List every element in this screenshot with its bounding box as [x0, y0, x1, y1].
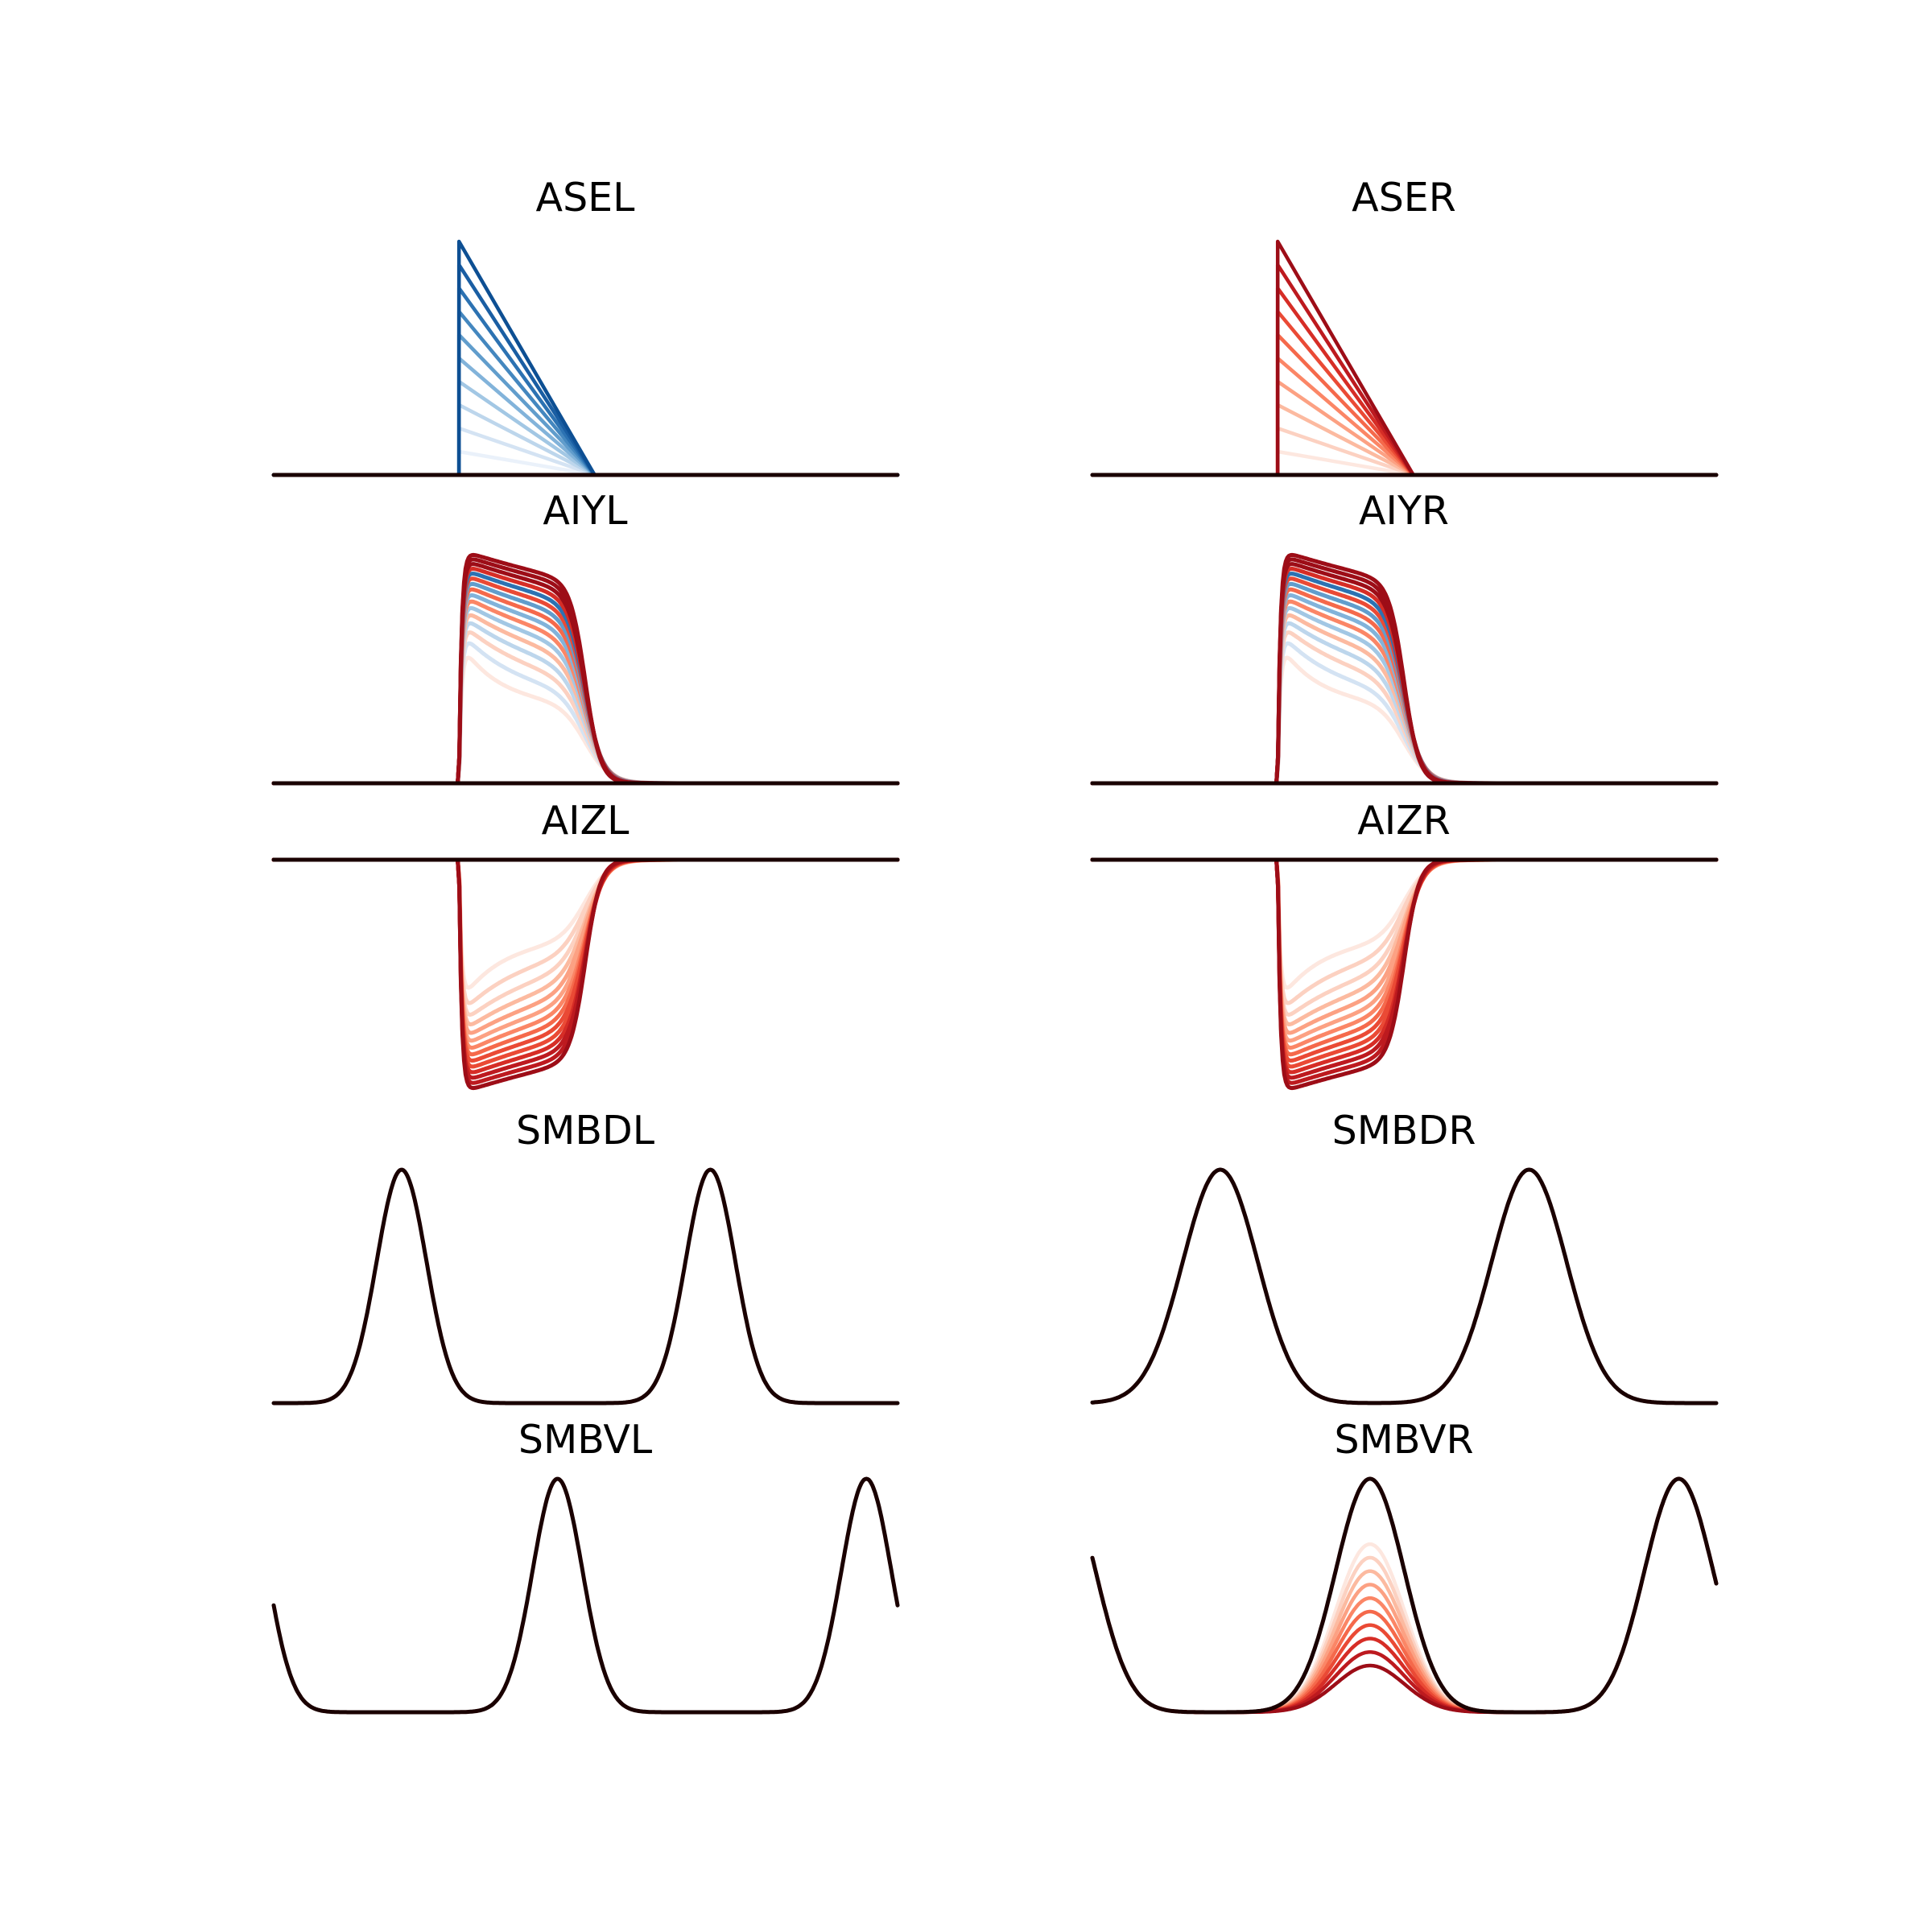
- panel-title-asel: ASEL: [536, 175, 636, 221]
- panel-aiyr: AIYR: [1090, 488, 1719, 786]
- traces-aiyr: [1090, 552, 1719, 786]
- trace-line: [1090, 1167, 1719, 1406]
- panel-title-aizl: AIZL: [542, 798, 630, 844]
- traces-aiyl: [271, 552, 900, 786]
- panel-smbvr: SMBVR: [1090, 1417, 1719, 1715]
- panel-smbdr: SMBDR: [1090, 1108, 1719, 1406]
- panel-aiyl: AIYL: [271, 488, 900, 786]
- trace-line: [1090, 1476, 1719, 1715]
- traces-smbdr: [1090, 1167, 1719, 1406]
- traces-smbvr: [1090, 1476, 1719, 1715]
- traces-aser: [1090, 239, 1719, 477]
- traces-asel: [271, 239, 900, 477]
- traces-aizl: [271, 857, 900, 1091]
- panel-title-smbdl: SMBDL: [516, 1108, 655, 1154]
- panel-aizr: AIZR: [1090, 798, 1719, 1091]
- panel-title-aiyr: AIYR: [1359, 488, 1449, 534]
- panel-title-aizr: AIZR: [1357, 798, 1451, 844]
- panel-aizl: AIZL: [271, 798, 900, 1091]
- panel-title-smbvr: SMBVR: [1334, 1417, 1473, 1463]
- panel-title-aiyl: AIYL: [543, 488, 628, 534]
- panel-title-smbvl: SMBVL: [518, 1417, 653, 1463]
- panel-asel: ASEL: [271, 175, 900, 477]
- trace-line: [271, 1167, 900, 1406]
- panel-smbvl: SMBVL: [271, 1417, 900, 1715]
- traces-smbvl: [271, 1476, 900, 1715]
- traces-smbdl: [271, 1167, 900, 1406]
- traces-aizr: [1090, 857, 1719, 1091]
- panel-title-smbdr: SMBDR: [1332, 1108, 1476, 1154]
- panel-smbdl: SMBDL: [271, 1108, 900, 1406]
- panel-aser: ASER: [1090, 175, 1719, 477]
- panel-title-aser: ASER: [1352, 175, 1456, 221]
- trace-line: [271, 1476, 900, 1715]
